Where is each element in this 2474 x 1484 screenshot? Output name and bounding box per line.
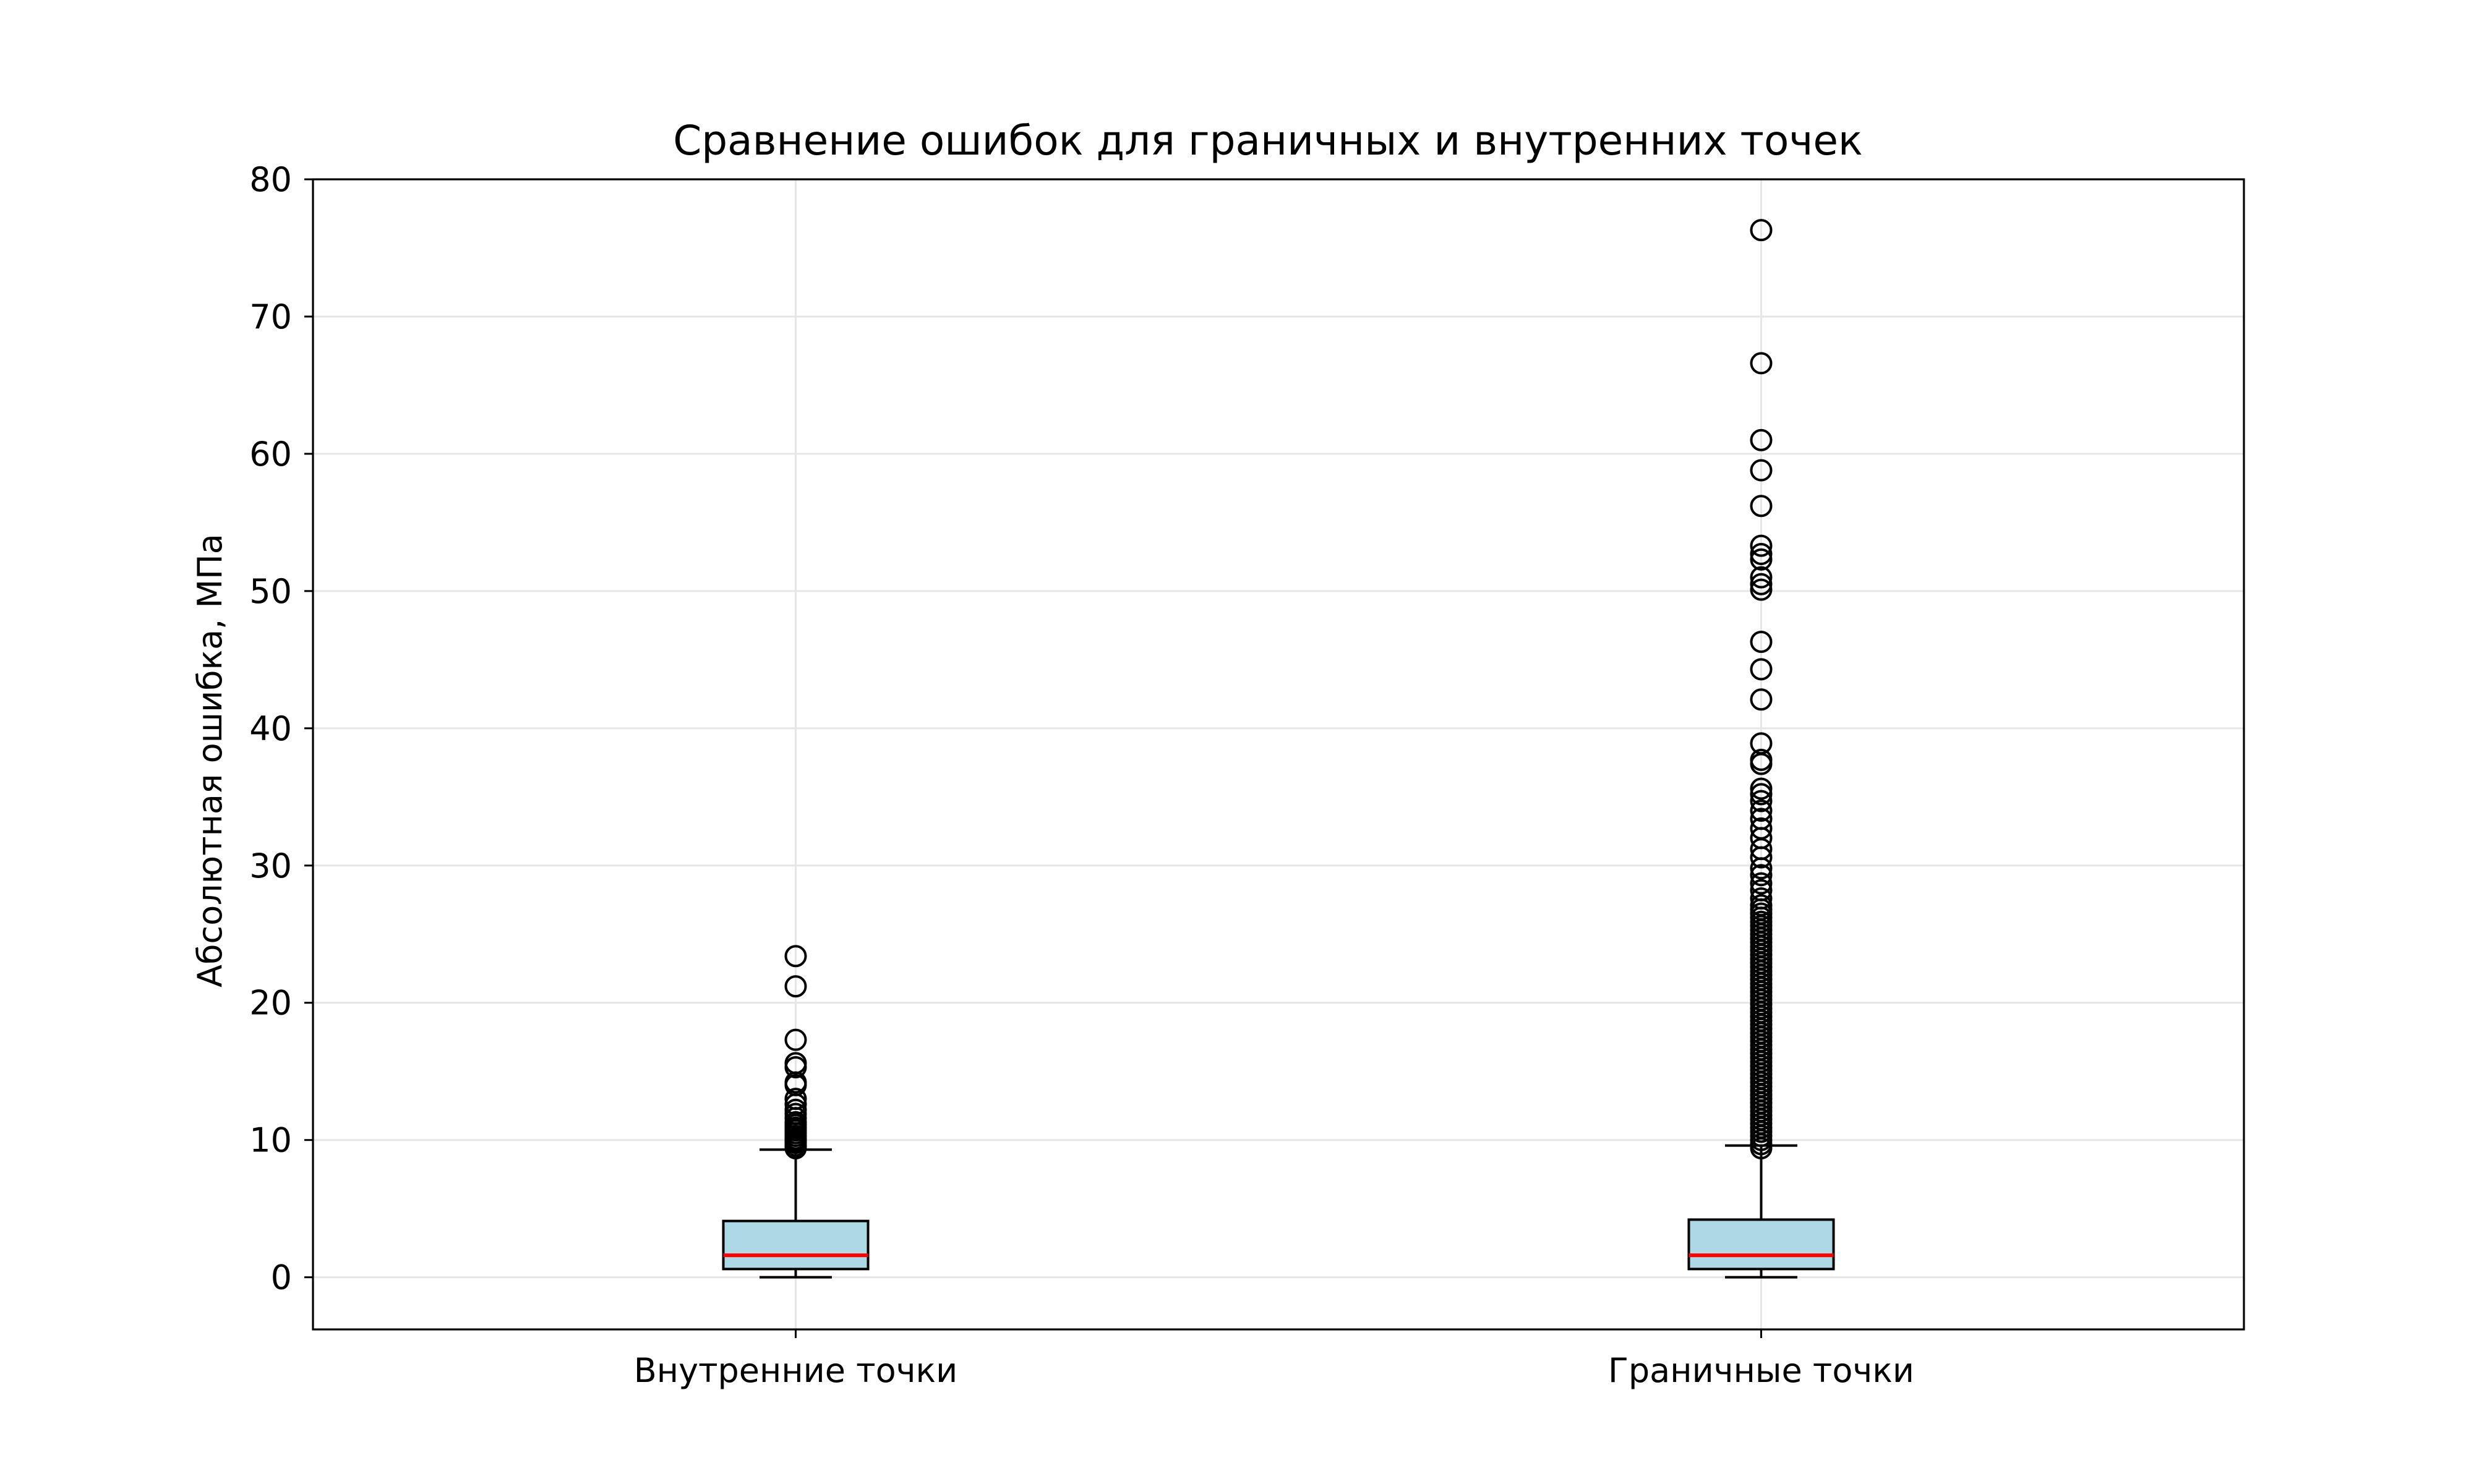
iqr-box — [722, 1219, 870, 1271]
outlier-point — [1750, 894, 1773, 917]
y-tick-label: 0 — [271, 1258, 292, 1297]
outlier-point — [1750, 808, 1773, 830]
y-tick-label: 80 — [249, 160, 292, 199]
axis-ticks: 0 10 20 30 40 50 60 70 80 Внутренние точки Граничн… — [249, 160, 1914, 1390]
outlier-point — [1750, 219, 1773, 242]
y-tick-label: 50 — [249, 572, 292, 611]
y-tick-label: 40 — [249, 709, 292, 748]
outlier-point — [1750, 879, 1773, 902]
outlier-point — [1750, 548, 1773, 571]
outlier-point — [1750, 495, 1773, 518]
outlier-point — [784, 1098, 807, 1121]
outlier-point — [1750, 887, 1773, 910]
outlier-point — [1750, 783, 1773, 806]
outlier-point — [1750, 688, 1773, 711]
outlier-point — [784, 1088, 807, 1111]
outlier-point — [1750, 872, 1773, 895]
y-tick-label: 60 — [249, 435, 292, 474]
y-tick-label: 30 — [249, 846, 292, 885]
box-series-1 — [722, 945, 870, 1279]
y-tick-label: 70 — [249, 297, 292, 336]
boxes — [722, 219, 1835, 1279]
x-tick-label: Внутренние точки — [634, 1351, 957, 1390]
outlier-point — [1750, 534, 1773, 557]
outlier-point — [1750, 429, 1773, 451]
outlier-point — [1750, 573, 1773, 595]
outlier-point — [1750, 578, 1773, 601]
chart-title: Сравнение ошибок для граничных и внутрен… — [673, 117, 1863, 164]
outlier-point — [784, 945, 807, 968]
outlier-point — [784, 1052, 807, 1075]
outlier-point — [1750, 790, 1773, 812]
outlier-point — [1750, 352, 1773, 375]
x-tick-label: Граничные точки — [1608, 1351, 1914, 1390]
outlier-point — [1750, 748, 1773, 771]
outlier-point — [1750, 459, 1773, 482]
outlier-point — [1750, 864, 1773, 887]
iqr-box — [1687, 1218, 1835, 1271]
outlier-point — [1750, 732, 1773, 755]
outlier-point — [784, 975, 807, 998]
outlier-point — [1750, 817, 1773, 840]
outlier-point — [1750, 630, 1773, 653]
outlier-point — [784, 1028, 807, 1051]
outlier-point — [1750, 566, 1773, 589]
y-tick-label: 10 — [249, 1121, 292, 1160]
plot-frame — [312, 178, 2245, 1331]
box-series-2 — [1687, 219, 1835, 1279]
outlier-point — [1750, 658, 1773, 681]
outlier-point — [1750, 777, 1773, 800]
y-axis-label: Абсолютная ошибка, МПа — [190, 534, 229, 987]
outlier-point — [1750, 542, 1773, 565]
y-tick-label: 20 — [249, 984, 292, 1023]
outlier-point — [1750, 800, 1773, 822]
